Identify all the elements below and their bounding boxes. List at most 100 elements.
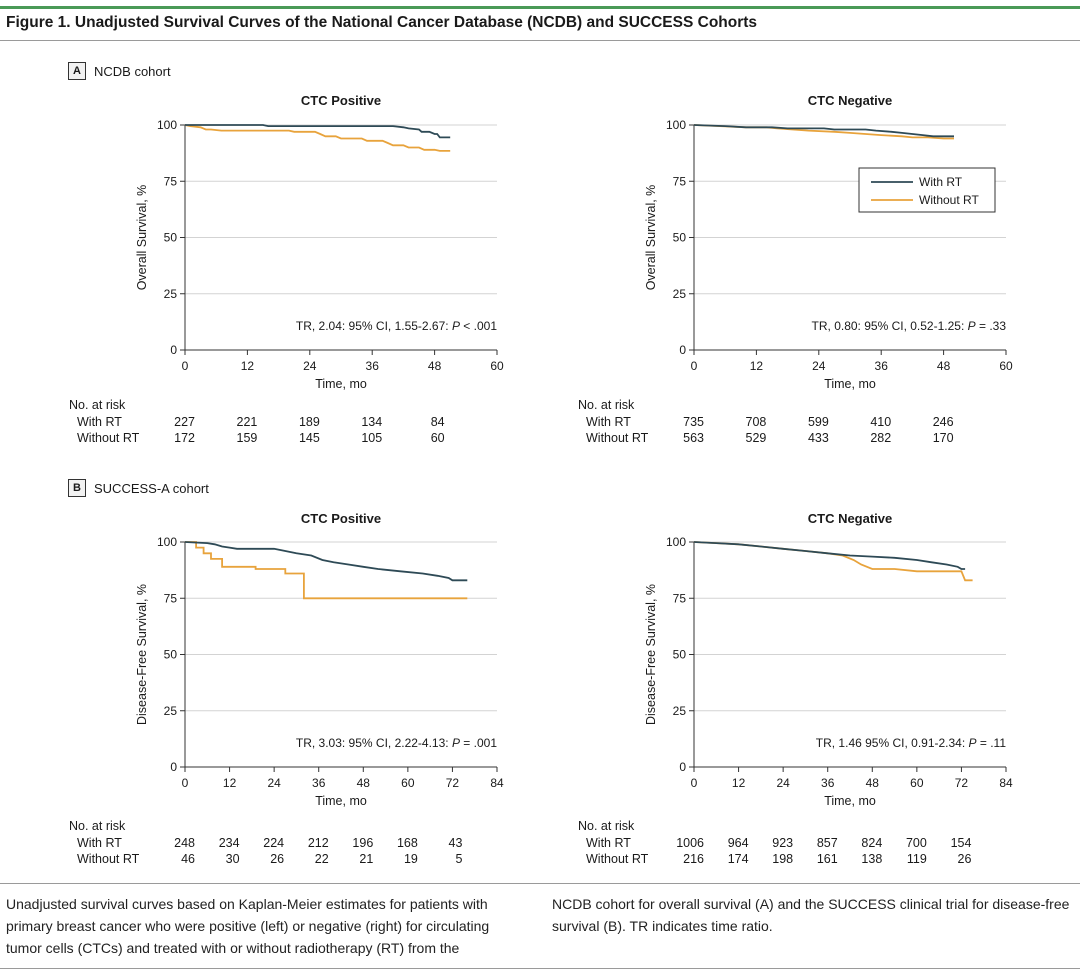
- panel-a-header: A NCDB cohort: [68, 62, 171, 80]
- chart-3-x-tick-label: 48: [357, 776, 371, 790]
- chart-3-x-tick-label: 72: [446, 776, 460, 790]
- chart-3-x-tick-label: 84: [490, 776, 504, 790]
- chart-3-x-tick-label: 0: [182, 776, 189, 790]
- chart-1-risk-without-rt-value: 105: [361, 431, 382, 445]
- chart-3-risk-with-rt-value: 224: [263, 836, 284, 850]
- caption-left: Unadjusted survival curves based on Kapl…: [6, 896, 490, 956]
- chart-4-y-tick-label: 25: [673, 704, 687, 718]
- caption-top-rule: [0, 883, 1080, 884]
- chart-4-risk-without-rt-value: 174: [728, 852, 749, 866]
- caption-right: NCDB cohort for overall survival (A) and…: [552, 896, 1070, 934]
- chart-2-x-tick-label: 36: [875, 359, 889, 373]
- chart-3-risk-with-rt-value: 212: [308, 836, 329, 850]
- chart-4-risk-with-rt-value: 824: [861, 836, 882, 850]
- chart-1-risk-with-rt-value: 221: [237, 415, 258, 429]
- chart-2-y-tick-label: 50: [673, 231, 687, 245]
- chart-4-x-tick-label: 84: [999, 776, 1013, 790]
- chart-3-y-tick-label: 50: [164, 648, 178, 662]
- chart-4-y-axis-label: Disease-Free Survival, %: [644, 584, 658, 725]
- chart-4-x-axis-label: Time, mo: [824, 794, 876, 808]
- chart-3-x-axis-label: Time, mo: [315, 794, 367, 808]
- chart-1-x-tick-label: 0: [182, 359, 189, 373]
- chart-1-risk-header: No. at risk: [69, 398, 126, 412]
- chart-1-y-tick-label: 75: [164, 174, 178, 188]
- chart-4-risk-without-rt-value: 216: [683, 852, 704, 866]
- chart-1-risk-without-rt-value: 159: [237, 431, 258, 445]
- chart-1-x-axis-label: Time, mo: [315, 377, 367, 391]
- chart-4-risk-with-rt-value: 1006: [676, 836, 704, 850]
- chart-4-risk-label-with-rt: With RT: [586, 836, 631, 850]
- chart-4-x-tick-label: 36: [821, 776, 835, 790]
- chart-1-x-tick-label: 24: [303, 359, 317, 373]
- chart-3-annotation: TR, 3.03: 95% CI, 2.22-4.13: P = .001: [296, 736, 497, 750]
- chart-4-risk-without-rt-value: 26: [958, 852, 972, 866]
- chart-1-risk-with-rt-value: 84: [431, 415, 445, 429]
- panel-b-header: B SUCCESS-A cohort: [68, 479, 209, 497]
- chart-3-risk-with-rt-value: 248: [174, 836, 195, 850]
- chart-3-y-tick-label: 100: [157, 535, 177, 549]
- panel-b-letter: B: [68, 479, 86, 497]
- chart-4-x-tick-label: 60: [910, 776, 924, 790]
- chart-3-risk-without-rt-value: 19: [404, 852, 418, 866]
- chart-1-risk-label-with-rt: With RT: [77, 415, 122, 429]
- chart-1-risk-with-rt-value: 227: [174, 415, 195, 429]
- chart-4-risk-header: No. at risk: [578, 819, 635, 833]
- chart-4-series-without-rt: [693, 541, 973, 582]
- chart-4-x-tick-label: 0: [691, 776, 698, 790]
- chart-3-y-tick-label: 0: [170, 760, 177, 774]
- chart-1-y-tick-label: 0: [170, 343, 177, 357]
- chart-3-x-tick-label: 36: [312, 776, 326, 790]
- figure-title-rule: [0, 40, 1080, 41]
- chart-3-risk-without-rt-value: 21: [359, 852, 373, 866]
- chart-2-annotation: TR, 0.80: 95% CI, 0.52-1.25: P = .33: [812, 319, 1007, 333]
- chart-1-y-tick-label: 100: [157, 118, 177, 132]
- chart-4-y-tick-label: 100: [666, 535, 686, 549]
- chart-4-risk-without-rt-value: 161: [817, 852, 838, 866]
- chart-4-risk-with-rt-value: 923: [772, 836, 793, 850]
- chart-2-risk-with-rt-value: 246: [933, 415, 954, 429]
- chart-2-x-tick-label: 48: [937, 359, 951, 373]
- figure-title: Figure 1. Unadjusted Survival Curves of …: [6, 14, 758, 31]
- chart-4-risk-with-rt-value: 964: [728, 836, 749, 850]
- chart-2-x-tick-label: 24: [812, 359, 826, 373]
- caption-bottom-rule: [0, 968, 1080, 969]
- chart-2-risk-without-rt-value: 282: [870, 431, 891, 445]
- chart-3-risk-with-rt-value: 168: [397, 836, 418, 850]
- chart-4-risk-with-rt-value: 154: [951, 836, 972, 850]
- chart-2-legend-label: With RT: [919, 175, 963, 189]
- panel-a-label: NCDB cohort: [94, 63, 171, 79]
- chart-3-risk-label-without-rt: Without RT: [77, 852, 140, 866]
- chart-3-risk-header: No. at risk: [69, 819, 126, 833]
- chart-2-legend-label: Without RT: [919, 193, 979, 207]
- chart-1-y-axis-label: Overall Survival, %: [135, 185, 149, 291]
- figure-top-rule: [0, 6, 1080, 9]
- chart-1-y-tick-label: 25: [164, 287, 178, 301]
- chart-4-x-tick-label: 48: [866, 776, 880, 790]
- chart-2-risk-without-rt-value: 170: [933, 431, 954, 445]
- chart-3-risk-without-rt-value: 22: [315, 852, 329, 866]
- chart-4-y-tick-label: 0: [679, 760, 686, 774]
- chart-2-risk-without-rt-value: 433: [808, 431, 829, 445]
- chart-2-series-with-rt: [693, 124, 954, 138]
- chart-2-x-tick-label: 0: [691, 359, 698, 373]
- chart-3-y-tick-label: 75: [164, 591, 178, 605]
- chart-1-risk-without-rt-value: 145: [299, 431, 320, 445]
- chart-4-y-tick-label: 50: [673, 648, 687, 662]
- chart-2-y-axis-label: Overall Survival, %: [644, 185, 658, 291]
- chart-1-annotation: TR, 2.04: 95% CI, 1.55-2.67: P < .001: [296, 319, 497, 333]
- chart-4-risk-label-without-rt: Without RT: [586, 852, 649, 866]
- chart-3-x-tick-label: 24: [267, 776, 281, 790]
- chart-2-title: CTC Negative: [808, 93, 893, 108]
- chart-4-x-tick-label: 24: [776, 776, 790, 790]
- chart-3-series-with-rt: [184, 541, 468, 582]
- chart-3-y-tick-label: 25: [164, 704, 178, 718]
- chart-1-risk-with-rt-value: 189: [299, 415, 320, 429]
- chart-3-risk-without-rt-value: 46: [181, 852, 195, 866]
- chart-4-x-tick-label: 12: [732, 776, 746, 790]
- chart-3-series-without-rt: [185, 541, 468, 600]
- chart-1-risk-label-without-rt: Without RT: [77, 431, 140, 445]
- chart-3-x-tick-label: 12: [223, 776, 237, 790]
- chart-3-y-axis-label: Disease-Free Survival, %: [135, 584, 149, 725]
- panel-b-label: SUCCESS-A cohort: [94, 480, 209, 496]
